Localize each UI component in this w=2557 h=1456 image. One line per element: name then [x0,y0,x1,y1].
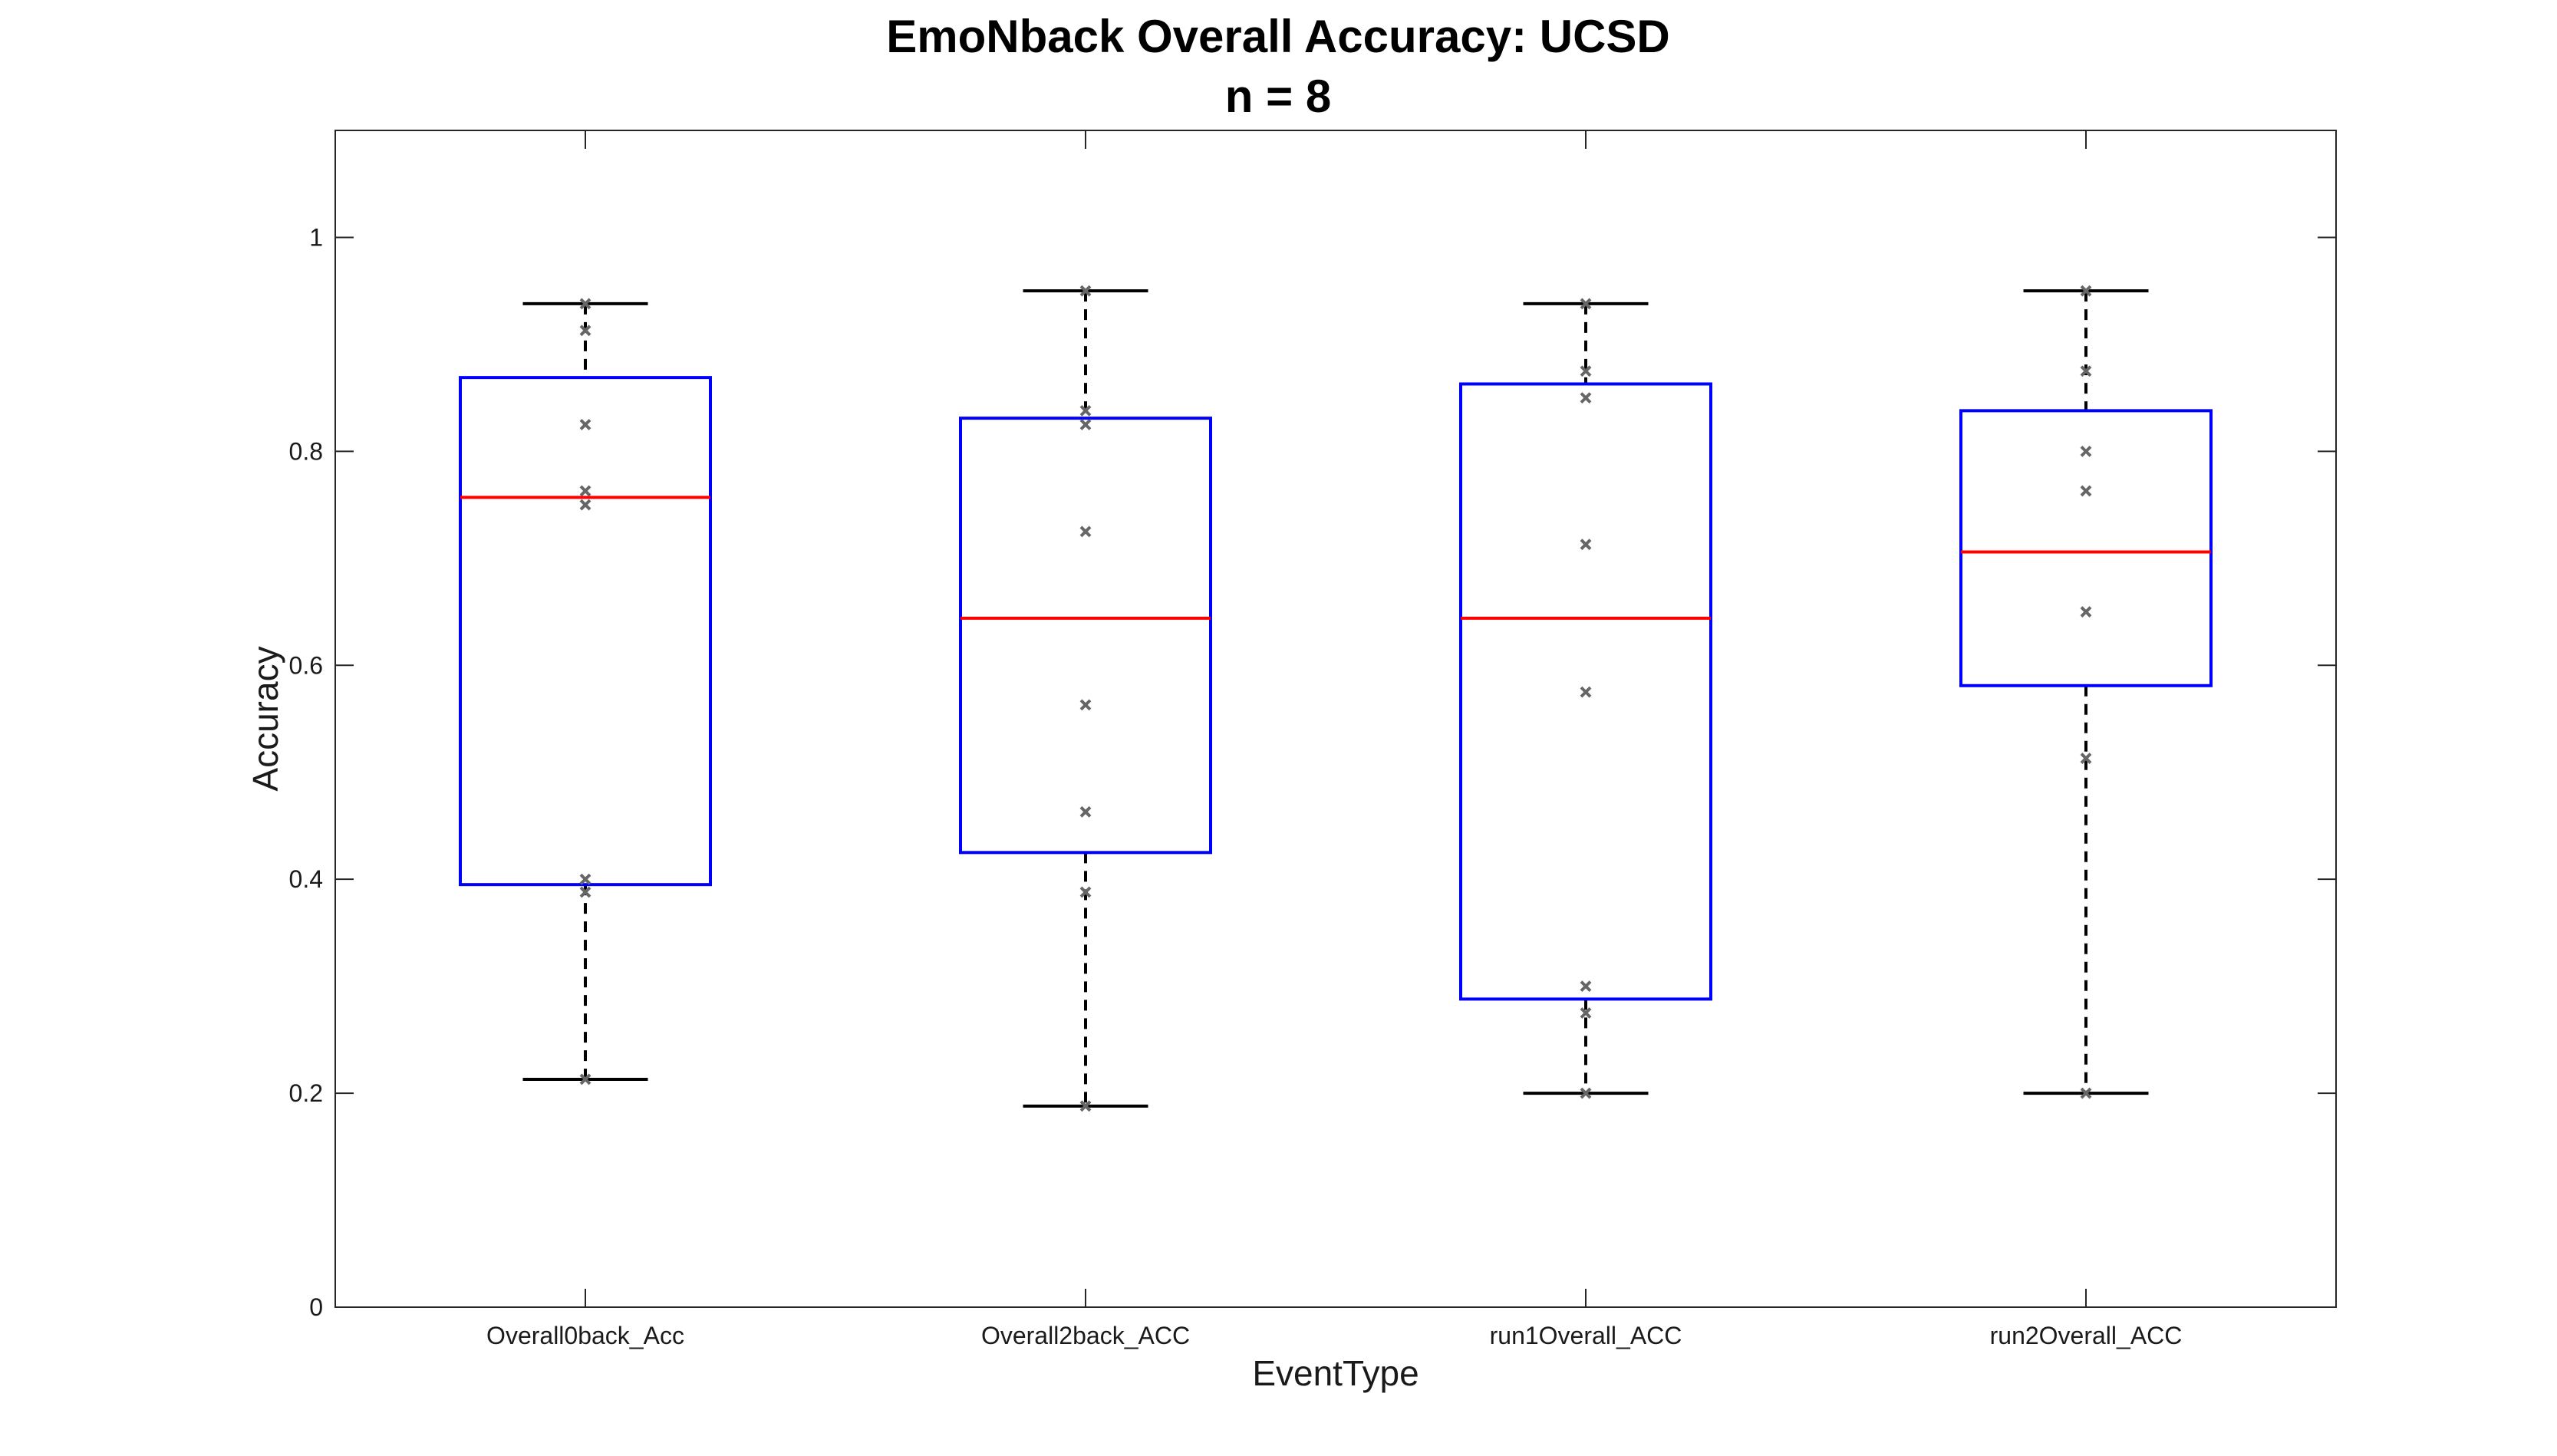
data-point [2080,365,2092,377]
data-point [1580,298,1592,310]
y-tick-label: 0.4 [289,865,323,893]
chart-title: EmoNback Overall Accuracy: UCSD [886,11,1670,62]
y-tick-label: 0.6 [289,651,323,679]
data-point [1580,980,1592,993]
data-point [1079,404,1092,417]
data-point [1580,1087,1592,1099]
data-point [1580,392,1592,404]
y-tick-label: 1 [309,223,323,251]
data-point [1580,1007,1592,1019]
data-point [2080,285,2092,297]
iqr-box [959,417,1212,855]
data-point [1580,365,1592,377]
data-point [579,873,591,885]
data-point [579,324,591,337]
x-tick-label: Overall0back_Acc [486,1322,684,1349]
iqr-box [459,376,712,887]
plot-area [334,130,2337,1308]
data-point [2080,606,2092,618]
data-point [2080,1087,2092,1099]
y-tick-label: 0.2 [289,1079,323,1107]
x-axis-ticks: Overall0back_Acc Overall2back_ACC run1Over… [486,130,2182,1349]
x-tick-label: Overall2back_ACC [981,1322,1190,1349]
x-axis-label: EventType [1252,1353,1419,1393]
chart-subtitle: n = 8 [1225,71,1331,122]
x-tick-label: run2Overall_ACC [1990,1322,2183,1349]
data-point [1079,699,1092,711]
data-point [1079,886,1092,898]
data-point [2080,753,2092,765]
data-point [1079,805,1092,818]
data-point [1079,525,1092,538]
data-point [1079,285,1092,297]
iqr-box [1459,382,1712,1001]
y-axis-ticks: 0 0.2 0.4 0.6 0.8 1 [289,223,2336,1321]
data-point [1079,1100,1092,1112]
data-point [579,298,591,310]
y-tick-label: 0 [309,1293,323,1321]
data-point [1580,539,1592,551]
data-point [579,419,591,430]
data-point [2080,445,2092,457]
data-point [2080,485,2092,497]
boxplot-layer [459,285,2213,1112]
data-point [1079,419,1092,430]
data-point [579,886,591,898]
y-tick-label: 0.8 [289,437,323,465]
data-point [579,1073,591,1085]
iqr-box [1959,409,2213,687]
data-point [579,485,591,497]
data-point [1580,686,1592,698]
x-tick-label: run1Overall_ACC [1490,1322,1682,1349]
data-point [579,499,591,511]
y-axis-label: Accuracy [245,646,285,791]
